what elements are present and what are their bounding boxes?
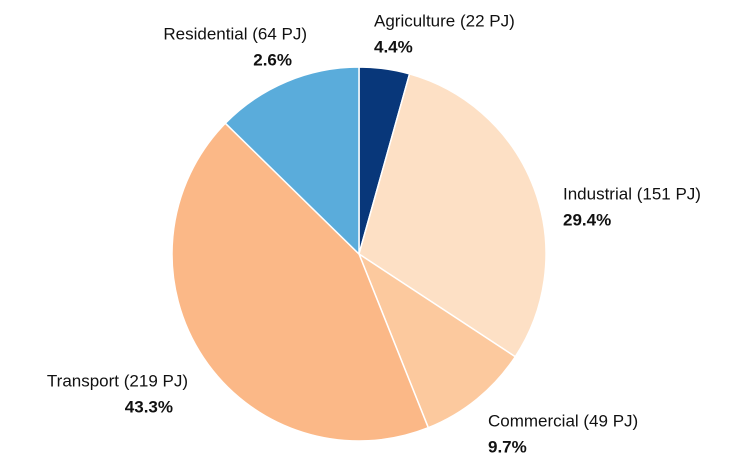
slice-label: Agriculture (22 PJ) [374,11,515,30]
slice-share: 2.6% [253,50,292,69]
slice-label: Industrial (151 PJ) [563,184,701,203]
slice-share: 29.4% [563,210,611,229]
pie-slice [358,73,547,358]
slice-share: 9.7% [488,437,527,456]
slice-share: 43.3% [125,397,173,416]
slice-share: 4.4% [374,37,413,56]
slice-label: Commercial (49 PJ) [488,411,638,430]
pie-slice [224,66,360,256]
pie-slice [171,122,430,442]
slice-label: Transport (219 PJ) [47,371,188,390]
pie-slice [357,252,517,429]
slice-label: Residential (64 PJ) [163,24,307,43]
